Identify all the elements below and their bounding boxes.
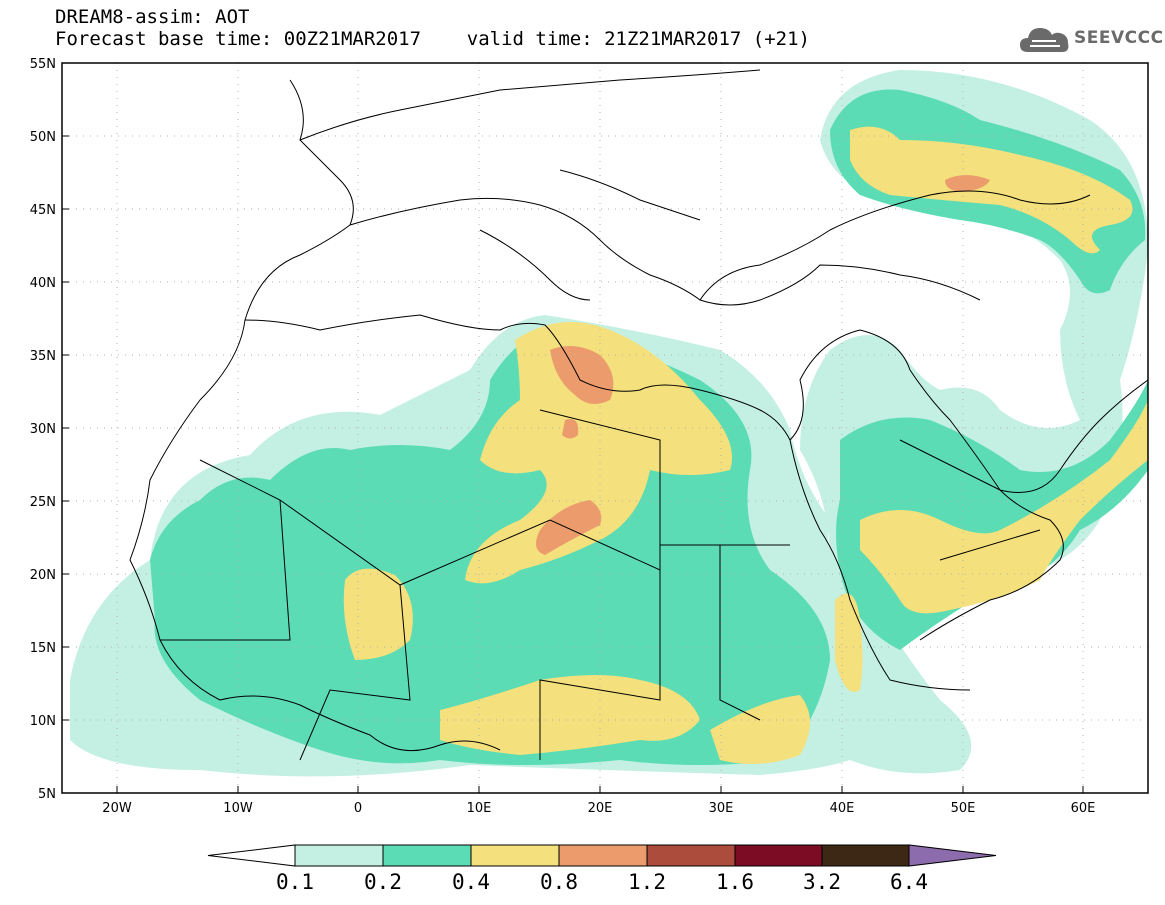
colorbar-label: 6.4 (890, 870, 928, 894)
colorbar-label: 3.2 (803, 870, 841, 894)
colorbar-swatch-5 (646, 844, 736, 867)
lon-label: 0 (354, 801, 362, 816)
colorbar-label: 0.1 (276, 870, 314, 894)
cloud-icon (1020, 28, 1069, 52)
axis-ticks (62, 62, 1084, 794)
lat-label: 55N (30, 57, 56, 72)
colorbar-swatch-1 (294, 844, 384, 867)
colorbar-swatch-4 (558, 844, 648, 867)
lat-label: 20N (30, 568, 56, 583)
seevccc-logo: SEEVCCC (1018, 22, 1163, 58)
aot-band-0.4 (343, 126, 1148, 764)
lat-label: 25N (30, 495, 56, 510)
lon-label: 10E (467, 801, 492, 816)
colorbar-swatch-2 (382, 844, 472, 867)
lat-label: 5N (38, 787, 56, 802)
lat-label: 35N (30, 349, 56, 364)
lon-label: 20E (588, 801, 613, 816)
aot-band-0.8 (536, 175, 990, 555)
colorbar-label: 0.2 (364, 870, 402, 894)
colorbar (207, 844, 997, 867)
colorbar-swatch-7 (821, 844, 910, 867)
lon-label: 50E (951, 801, 976, 816)
colorbar-swatch-0 (207, 844, 296, 867)
lon-label: 20W (102, 801, 132, 816)
lon-labels: 20W 10W 0 10E 20E 30E 40E 50E 60E (102, 801, 1095, 816)
lat-label: 10N (30, 714, 56, 729)
colorbar-swatch-8 (908, 844, 997, 867)
lat-labels: 55N 50N 45N 40N 35N 30N 25N 20N 15N 10N … (30, 57, 56, 802)
lon-label: 10W (223, 801, 253, 816)
colorbar-label: 0.4 (452, 870, 490, 894)
lon-label: 60E (1071, 801, 1096, 816)
lat-label: 45N (30, 203, 56, 218)
lon-label: 30E (709, 801, 734, 816)
logo-text: SEEVCCC (1074, 28, 1164, 48)
colorbar-label: 0.8 (540, 870, 578, 894)
title-line-2: Forecast base time: 00Z21MAR2017 valid t… (55, 28, 810, 50)
colorbar-swatch-3 (470, 844, 560, 867)
coastlines (129, 69, 1148, 761)
lat-label: 50N (30, 130, 56, 145)
lat-label: 30N (30, 422, 56, 437)
colorbar-label: 1.6 (716, 870, 754, 894)
lat-label: 15N (30, 641, 56, 656)
title-line-1: DREAM8-assim: AOT (55, 6, 250, 28)
colorbar-swatch-6 (734, 844, 823, 867)
lon-label: 40E (830, 801, 855, 816)
colorbar-label: 1.2 (628, 870, 666, 894)
gridlines (62, 63, 1148, 793)
lat-label: 40N (30, 276, 56, 291)
